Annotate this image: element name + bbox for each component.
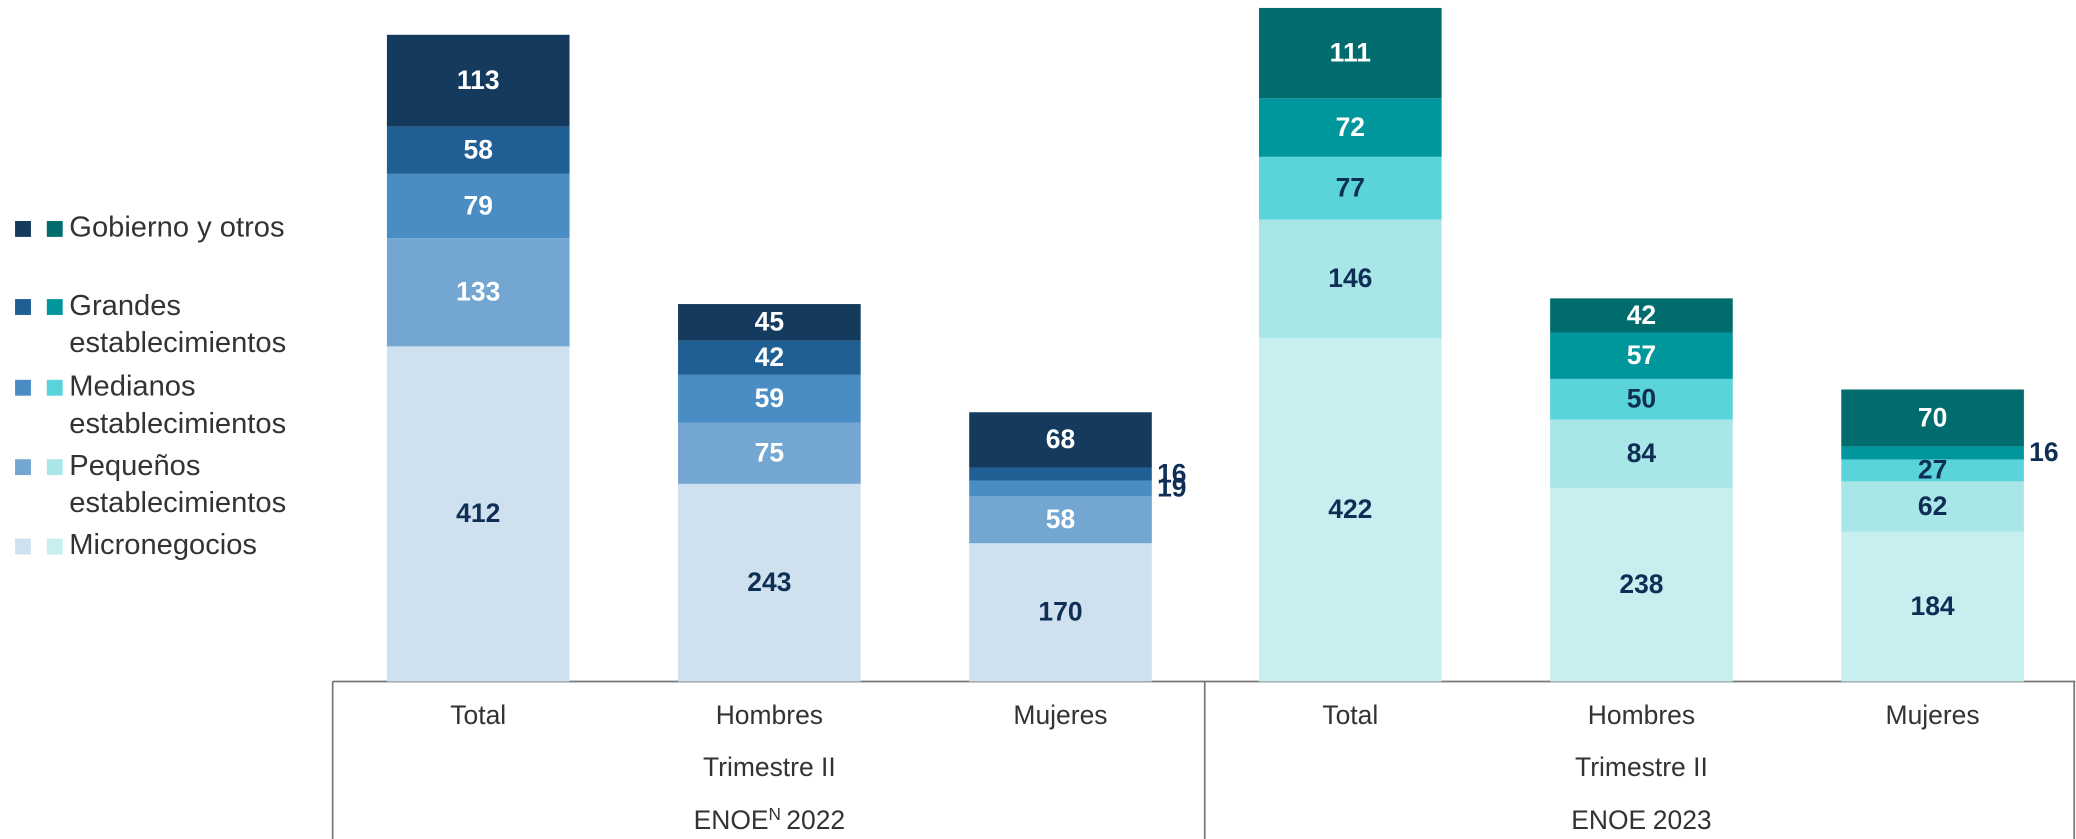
legend-line: establecimientos — [69, 327, 286, 359]
legend-line: Pequeños — [69, 450, 200, 482]
legend-label: Grandes establecimientos — [69, 290, 286, 359]
data-label: 16 — [2029, 437, 2058, 467]
data-label: 62 — [1918, 491, 1947, 521]
legend-label: Medianos establecimientos — [69, 370, 286, 439]
data-label: 170 — [1038, 597, 1082, 627]
x-tick-label: Hombres — [716, 700, 823, 730]
bar-segment — [969, 412, 1152, 468]
axis-frame — [331, 680, 2076, 839]
year: 2023 — [1653, 805, 1712, 835]
data-label: 19 — [1157, 473, 1186, 503]
bar-segment — [1841, 531, 2024, 682]
legend-line: establecimientos — [69, 407, 286, 439]
bar-segment — [678, 483, 861, 682]
bar-segment — [386, 126, 570, 174]
group-quarter: Trimestre II — [1575, 752, 1708, 782]
bar-segment — [1550, 378, 1733, 420]
legend-swatch — [46, 459, 63, 476]
bar-segment — [386, 238, 570, 347]
data-label: 113 — [457, 65, 500, 95]
legend-swatch — [15, 299, 31, 315]
bar-segment — [386, 34, 570, 127]
bar-segment — [678, 374, 861, 423]
legend-label: Pequeños establecimientos — [69, 450, 286, 519]
data-label: 58 — [1046, 504, 1075, 534]
data-label: 111 — [1330, 37, 1371, 67]
legend-line: establecimientos — [69, 487, 286, 519]
bar-segment — [1550, 487, 1733, 682]
group-survey: ENOE 2023 — [1571, 805, 1711, 835]
data-label: 146 — [1328, 263, 1372, 293]
data-label: 42 — [1627, 300, 1656, 330]
bar-segment — [969, 467, 1152, 481]
legend-label: Gobierno y otros — [69, 212, 284, 244]
bar-segment — [1550, 332, 1733, 379]
x-tick-label: Total — [450, 700, 506, 730]
data-label: 75 — [755, 438, 784, 468]
data-label: 238 — [1619, 569, 1663, 599]
data-label: 57 — [1627, 340, 1656, 370]
bar-segment — [1841, 481, 2024, 532]
legend-swatch — [15, 220, 31, 237]
x-tick-label: Mujeres — [1886, 700, 1980, 730]
x-tick-label: Mujeres — [1013, 700, 1107, 730]
bar-segment — [678, 340, 861, 375]
bar-segment — [1841, 389, 2024, 447]
legend-label: Micronegocios — [69, 529, 257, 561]
data-label: 50 — [1627, 384, 1656, 414]
data-label: 16 — [1157, 458, 1186, 488]
data-label: 412 — [456, 498, 500, 528]
legend-line: Grandes — [69, 290, 181, 322]
year: 2022 — [786, 805, 845, 835]
data-label: 184 — [1911, 591, 1955, 621]
legend-line: Medianos — [69, 370, 195, 402]
bar-segment — [1258, 219, 1442, 339]
legend-swatch — [46, 220, 63, 237]
bar-segment — [1258, 338, 1442, 682]
data-label: 72 — [1336, 112, 1365, 142]
legend-swatch — [46, 538, 63, 555]
bar-segment — [1841, 459, 2024, 482]
bar-segment — [386, 346, 570, 682]
bar-segment — [1258, 156, 1442, 220]
data-label: 27 — [1918, 455, 1947, 485]
data-label: 79 — [464, 190, 493, 220]
data-label: 68 — [1046, 424, 1075, 454]
bar-segment — [969, 496, 1152, 544]
bar-segment — [1550, 419, 1733, 488]
bar-segment — [969, 480, 1152, 497]
legend-swatch — [46, 299, 63, 315]
data-label: 45 — [755, 307, 784, 337]
data-label: 42 — [755, 342, 784, 372]
legend-swatch — [15, 459, 31, 476]
survey-note: N — [769, 804, 781, 824]
data-label: 59 — [755, 383, 784, 413]
bar-segment — [1841, 446, 2024, 460]
data-label: 58 — [464, 135, 493, 165]
bar-segment — [678, 422, 861, 484]
legend-swatch — [15, 538, 31, 555]
data-label: 243 — [747, 567, 791, 597]
data-label: 133 — [456, 277, 500, 307]
data-label: 70 — [1918, 402, 1947, 432]
survey: ENOE — [694, 805, 769, 835]
bar-segment — [969, 543, 1152, 682]
data-label: 422 — [1328, 494, 1372, 524]
data-label: 84 — [1627, 438, 1657, 468]
x-tick-label: Hombres — [1588, 700, 1695, 730]
group-quarter: Trimestre II — [703, 752, 836, 782]
bar-segment — [1258, 98, 1442, 157]
legend-swatch — [46, 379, 63, 396]
x-tick-label: Total — [1322, 700, 1378, 730]
bar-segment — [678, 304, 861, 341]
bar-segment — [1258, 7, 1442, 99]
bar-segment — [386, 173, 570, 239]
survey: ENOE — [1571, 805, 1646, 835]
legend-swatch — [15, 379, 31, 396]
data-label: 77 — [1336, 172, 1365, 202]
bar-segment — [1550, 298, 1733, 333]
group-survey: ENOEN 2022 — [694, 804, 846, 835]
